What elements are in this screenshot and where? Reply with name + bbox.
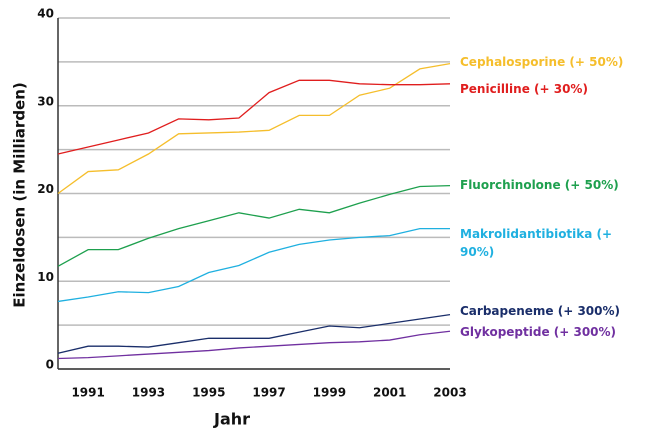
line-series — [57, 227, 450, 303]
line-series — [57, 62, 451, 195]
series-label: Penicilline (+ 30%) — [460, 82, 588, 96]
x-axis-label: Jahr — [213, 410, 250, 429]
x-tick-label: 2003 — [433, 386, 466, 400]
y-tick-label: 20 — [37, 182, 54, 196]
series-label: Makrolidantibiotika (+ 90%) — [460, 227, 613, 259]
x-tick-label: 2001 — [373, 386, 406, 400]
y-tick-label: 10 — [37, 270, 54, 284]
x-tick-label: 1997 — [252, 386, 285, 400]
y-tick-label: 30 — [37, 94, 54, 108]
x-tick-label: 1993 — [132, 386, 165, 400]
x-tick-label: 1995 — [192, 386, 225, 400]
line-series — [57, 330, 451, 360]
y-axis-label: Einzeldosen (in Milliarden) — [11, 82, 29, 308]
series-label: Cephalosporine (+ 50%) — [460, 55, 624, 69]
line-series — [57, 79, 451, 155]
series-label: Fluorchinolone (+ 50%) — [460, 178, 619, 192]
y-tick-label: 40 — [37, 7, 54, 21]
x-tick-label: 1991 — [71, 386, 104, 400]
series-label: Carbapeneme (+ 300%) — [460, 304, 621, 318]
x-tick-label: 1999 — [313, 386, 346, 400]
line-series — [57, 184, 451, 267]
series-label: Glykopeptide (+ 300%) — [460, 325, 617, 339]
line-series — [57, 313, 451, 354]
y-tick-label: 0 — [46, 358, 54, 372]
